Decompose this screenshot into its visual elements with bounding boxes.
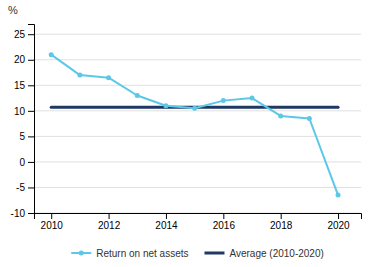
series [49,52,341,197]
tick-mark [28,136,34,137]
tick: 2016 [213,213,236,231]
tick-label: 2010 [41,220,64,231]
legend-label: Average (2010-2020) [229,248,323,259]
legend: Return on net assets Average (2010-2020) [71,248,324,259]
tick: 2012 [98,213,121,231]
tick: 2014 [155,213,178,231]
grid-line [34,136,361,137]
tick-label: -5 [16,182,25,193]
grid-line [34,34,361,35]
grid-line [34,187,361,188]
tick-mark [28,111,34,112]
grid-line [34,85,361,86]
tick-mark [223,213,224,219]
grid-line [34,110,361,111]
marker [278,113,283,118]
marker [221,98,226,103]
tick: 2020 [327,213,350,231]
grid [34,34,361,213]
tick-mark [166,213,167,219]
legend-label: Return on net assets [96,248,188,259]
x-axis: 2010 2012 2014 2016 2018 2020 [35,213,362,231]
tick-label: 2020 [327,220,350,231]
tick-mark [28,60,34,61]
tick: 0 [19,157,34,168]
tick: -10 [11,208,34,219]
marks [49,52,341,197]
tick: 10 [14,106,34,117]
tick: 2010 [41,213,64,231]
tick: 20 [14,54,34,65]
tick-mark [28,85,34,86]
tick-label: 2012 [98,220,121,231]
tick-mark [338,213,339,219]
axis-line [35,214,362,220]
grid-line [34,161,361,162]
chart: 2010 2012 2014 2016 2018 2020 -10 -5 0 5 10 15 20 25%… [0,0,375,267]
chart-container: 2010 2012 2014 2016 2018 2020 -10 -5 0 5 10 15 20 25%… [0,0,375,267]
tick-mark [109,213,110,219]
tick-mark [51,213,52,219]
marker [307,116,312,121]
tick-label: 2018 [270,220,293,231]
legend-swatch [204,252,224,255]
tick-label: 2016 [213,220,236,231]
tick: 5 [19,131,34,142]
legend-item: Return on net assets [71,248,188,259]
axis-line [28,25,35,214]
legend-marker [79,251,84,256]
tick-mark [28,34,34,35]
tick-label: 10 [14,106,26,117]
marker [77,73,82,78]
plot: 2010 2012 2014 2016 2018 2020 -10 -5 0 5 10 15 20 25 [11,25,362,232]
marker [250,96,255,101]
tick-label: 25 [14,29,26,40]
marker [192,106,197,111]
marker [336,193,341,198]
tick-mark [281,213,282,219]
y-axis: -10 -5 0 5 10 15 20 25 [11,25,35,219]
tick-label: 5 [19,131,25,142]
tick: 2018 [270,213,293,231]
tick-label: 15 [14,80,26,91]
tick: 15 [14,80,34,91]
tick: 25 [14,29,34,40]
grid-line [34,59,361,60]
tick-label: 20 [14,54,26,65]
tick-mark [28,187,34,188]
tick-label: 0 [19,157,25,168]
legend-item: Average (2010-2020) [204,248,323,259]
tick-label: 2014 [155,220,178,231]
tick: -5 [16,182,34,193]
marker [106,75,111,80]
series-line [51,55,338,195]
tick-mark [28,162,34,163]
y-axis-label: % [8,4,18,16]
marker [135,93,140,98]
tick-mark [28,213,34,214]
marker [163,103,168,108]
tick-label: -10 [11,208,26,219]
marker [49,52,54,57]
